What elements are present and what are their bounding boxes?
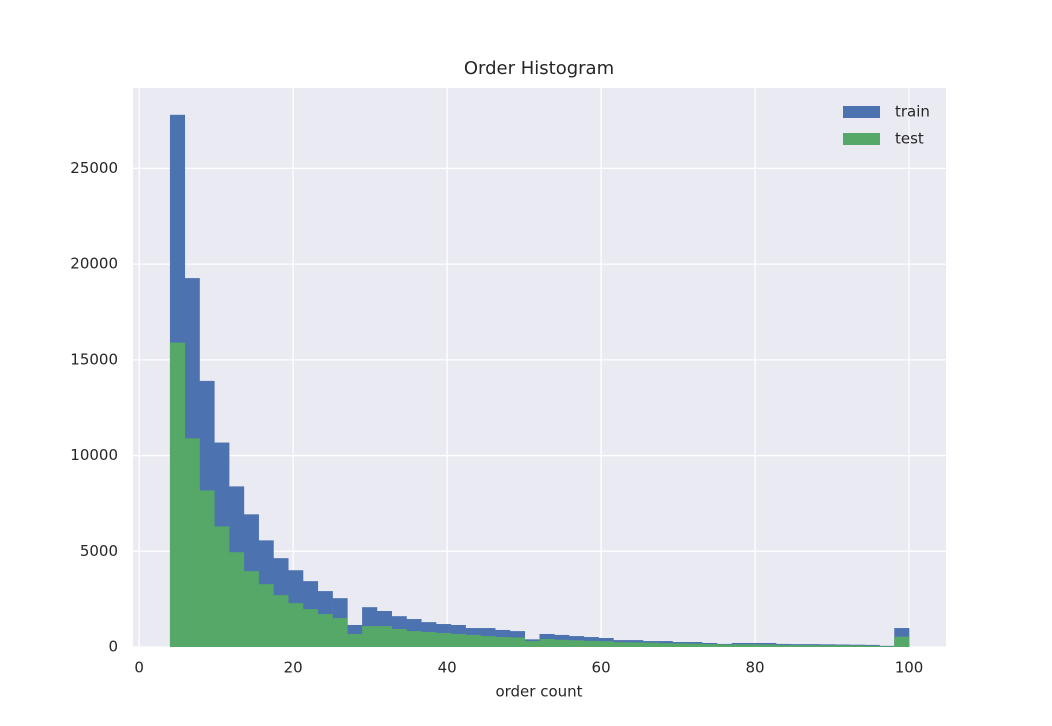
grid <box>133 88 946 648</box>
x-tick-label: 20 <box>284 659 303 677</box>
bar <box>805 645 821 647</box>
x-axis-label: order count <box>495 683 582 701</box>
bar <box>879 646 895 647</box>
y-tick-label: 0 <box>108 638 118 656</box>
bar <box>613 642 629 647</box>
x-tick-label: 40 <box>438 659 457 677</box>
bar <box>583 640 599 647</box>
bar <box>347 633 363 647</box>
bar <box>776 644 792 647</box>
x-tick-label: 100 <box>895 659 924 677</box>
chart-title: Order Histogram <box>464 58 614 79</box>
bar <box>642 642 659 647</box>
bar <box>539 638 555 647</box>
bar <box>406 631 422 647</box>
bar <box>790 645 806 647</box>
bar <box>761 644 777 647</box>
y-tick-label: 20000 <box>70 255 118 273</box>
bar <box>628 642 644 647</box>
y-tick-label: 10000 <box>70 446 118 464</box>
bar <box>450 633 466 647</box>
bar <box>465 634 481 647</box>
bar <box>362 626 378 647</box>
bar <box>258 584 274 647</box>
bar <box>288 603 304 647</box>
bar <box>421 632 437 647</box>
bar <box>716 644 732 647</box>
bar <box>509 637 526 647</box>
y-tick-label: 5000 <box>80 542 118 560</box>
labels: 0 5000 10000 15000 20000 25000 0 20 40 60 80 100 tra… <box>70 103 930 677</box>
bar <box>657 643 673 647</box>
y-tick-label: 25000 <box>70 159 118 177</box>
legend-label: test <box>895 130 924 148</box>
bar <box>731 644 747 647</box>
bar <box>672 643 688 647</box>
bar <box>214 526 230 647</box>
bar <box>273 595 289 647</box>
bar <box>835 645 851 647</box>
bar <box>302 609 319 647</box>
bar <box>687 643 703 647</box>
bar <box>243 571 259 647</box>
bar <box>524 641 540 647</box>
x-tick-label: 0 <box>134 659 144 677</box>
bar <box>569 640 585 647</box>
bar <box>376 626 392 647</box>
bar <box>332 618 348 647</box>
bar <box>702 644 718 647</box>
legend-swatch <box>843 106 880 118</box>
bar <box>820 645 836 647</box>
legend-swatch <box>843 133 880 145</box>
bars <box>169 114 910 647</box>
bar <box>229 552 245 647</box>
bar <box>480 636 496 647</box>
bar <box>436 633 452 647</box>
x-tick-label: 60 <box>592 659 611 677</box>
bar <box>894 636 910 647</box>
bar <box>864 645 880 647</box>
bar <box>598 641 614 647</box>
bar <box>554 639 570 647</box>
y-tick-label: 15000 <box>70 350 118 368</box>
bar <box>391 629 407 647</box>
bar <box>317 614 333 647</box>
bar <box>199 490 215 647</box>
bar <box>746 644 762 647</box>
bar <box>169 342 186 647</box>
bar <box>184 438 200 647</box>
x-tick-label: 80 <box>746 659 765 677</box>
bar <box>495 637 511 647</box>
legend-label: train <box>895 103 930 121</box>
bar <box>849 645 865 647</box>
